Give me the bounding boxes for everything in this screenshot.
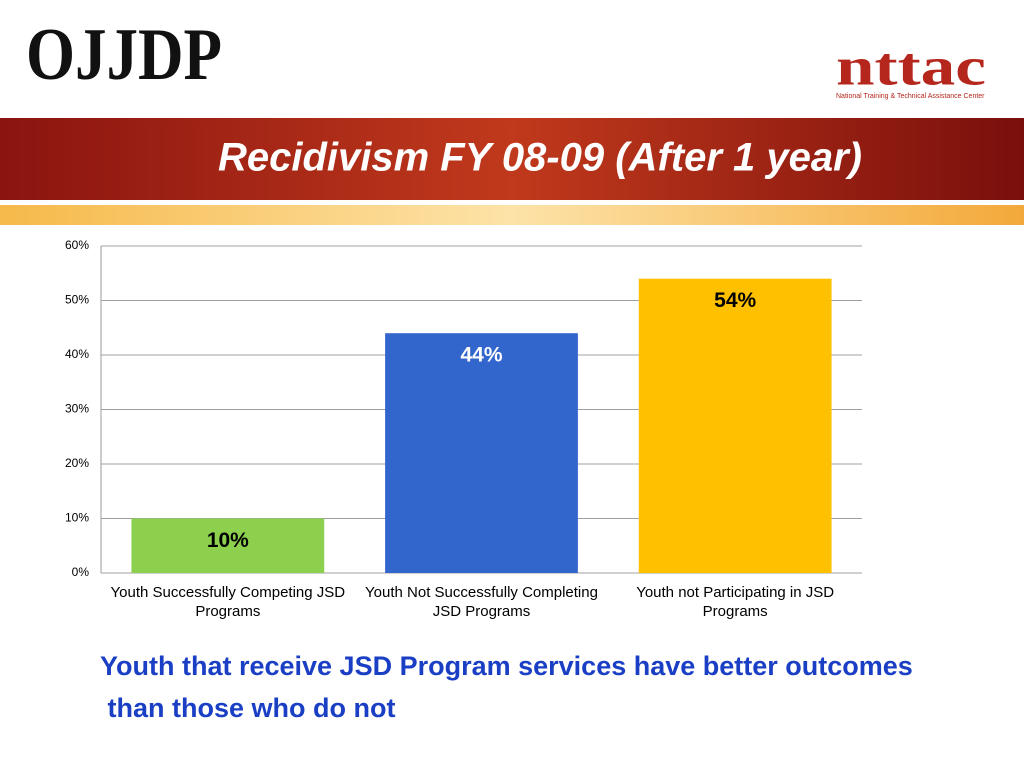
value-label: 44%	[460, 344, 502, 367]
y-tick-label: 30%	[65, 402, 89, 416]
y-tick-label: 60%	[65, 238, 89, 252]
chart-title: Recidivism FY 08-09 (After 1 year)	[218, 136, 862, 180]
x-tick-label: Youth not Participating in JSD Programs	[636, 584, 835, 620]
bar	[638, 278, 832, 573]
x-tick-label: Youth Not Successfully Completing JSD Pr…	[365, 584, 598, 620]
title-band	[0, 118, 1024, 200]
y-tick-label: 50%	[65, 293, 89, 307]
logo-right-caption: National Training & Technical Assistance…	[836, 93, 985, 100]
takeaway-line: than those who do not	[100, 693, 395, 723]
y-tick-label: 0%	[72, 565, 90, 579]
y-tick-label: 40%	[65, 347, 89, 361]
takeaway-text: Youth that receive JSD Program services …	[100, 651, 913, 723]
x-tick-label-box: Youth not Participating in JSD Programs	[636, 584, 835, 620]
logo-right: nttac	[836, 36, 986, 96]
takeaway-line: Youth that receive JSD Program services …	[100, 651, 913, 681]
takeaway: Youth that receive JSD Program services …	[100, 651, 913, 723]
x-tick-label-box: Youth Not Successfully Completing JSD Pr…	[365, 584, 598, 620]
bar	[385, 333, 578, 573]
value-label: 54%	[714, 289, 756, 312]
bar	[131, 518, 325, 573]
y-tick-label: 20%	[65, 456, 89, 470]
x-tick-label: Youth Successfully Competing JSD Program…	[110, 584, 346, 620]
value-label: 10%	[207, 529, 249, 552]
y-tick-label: 10%	[65, 511, 89, 525]
title-strip	[0, 205, 1024, 225]
x-tick-label-box: Youth Successfully Competing JSD Program…	[110, 584, 346, 620]
logo-left: OJJDP	[26, 14, 222, 96]
